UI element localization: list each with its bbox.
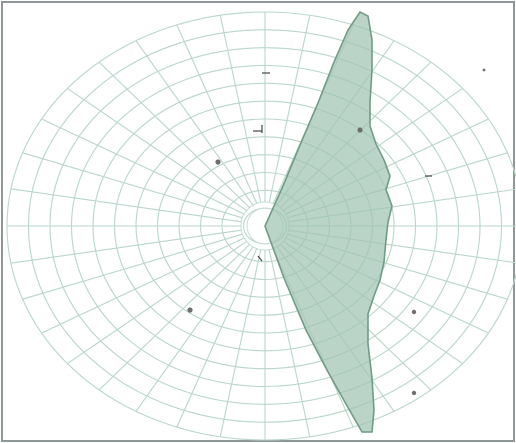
grid-spoke [10,229,242,264]
marker-dot [411,390,417,396]
grid-spoke [219,15,262,203]
grid-spoke [67,240,247,365]
grid-spoke [67,87,247,212]
marker-dot [215,159,221,165]
grid-spoke [176,248,258,428]
grid-spoke [22,233,243,300]
grid-spoke [135,246,254,412]
marker-tick [257,255,263,262]
grid-spoke [22,152,243,219]
grid-spoke [176,24,258,204]
marker-dot [357,127,363,133]
grid-spoke [10,188,242,223]
grid-spoke [41,118,245,215]
grid-spoke [268,249,311,437]
grid-spoke [98,244,250,391]
grid-spoke [219,249,262,437]
marker-points [187,68,486,396]
grid-spoke [41,237,245,334]
grid-spoke [98,61,250,208]
shaded-field-area [264,10,393,433]
grid-spoke [268,15,311,203]
marker-dot [482,68,486,72]
grid-spoke [135,40,254,206]
marker-dot [187,307,193,313]
marker-dot [411,309,417,315]
